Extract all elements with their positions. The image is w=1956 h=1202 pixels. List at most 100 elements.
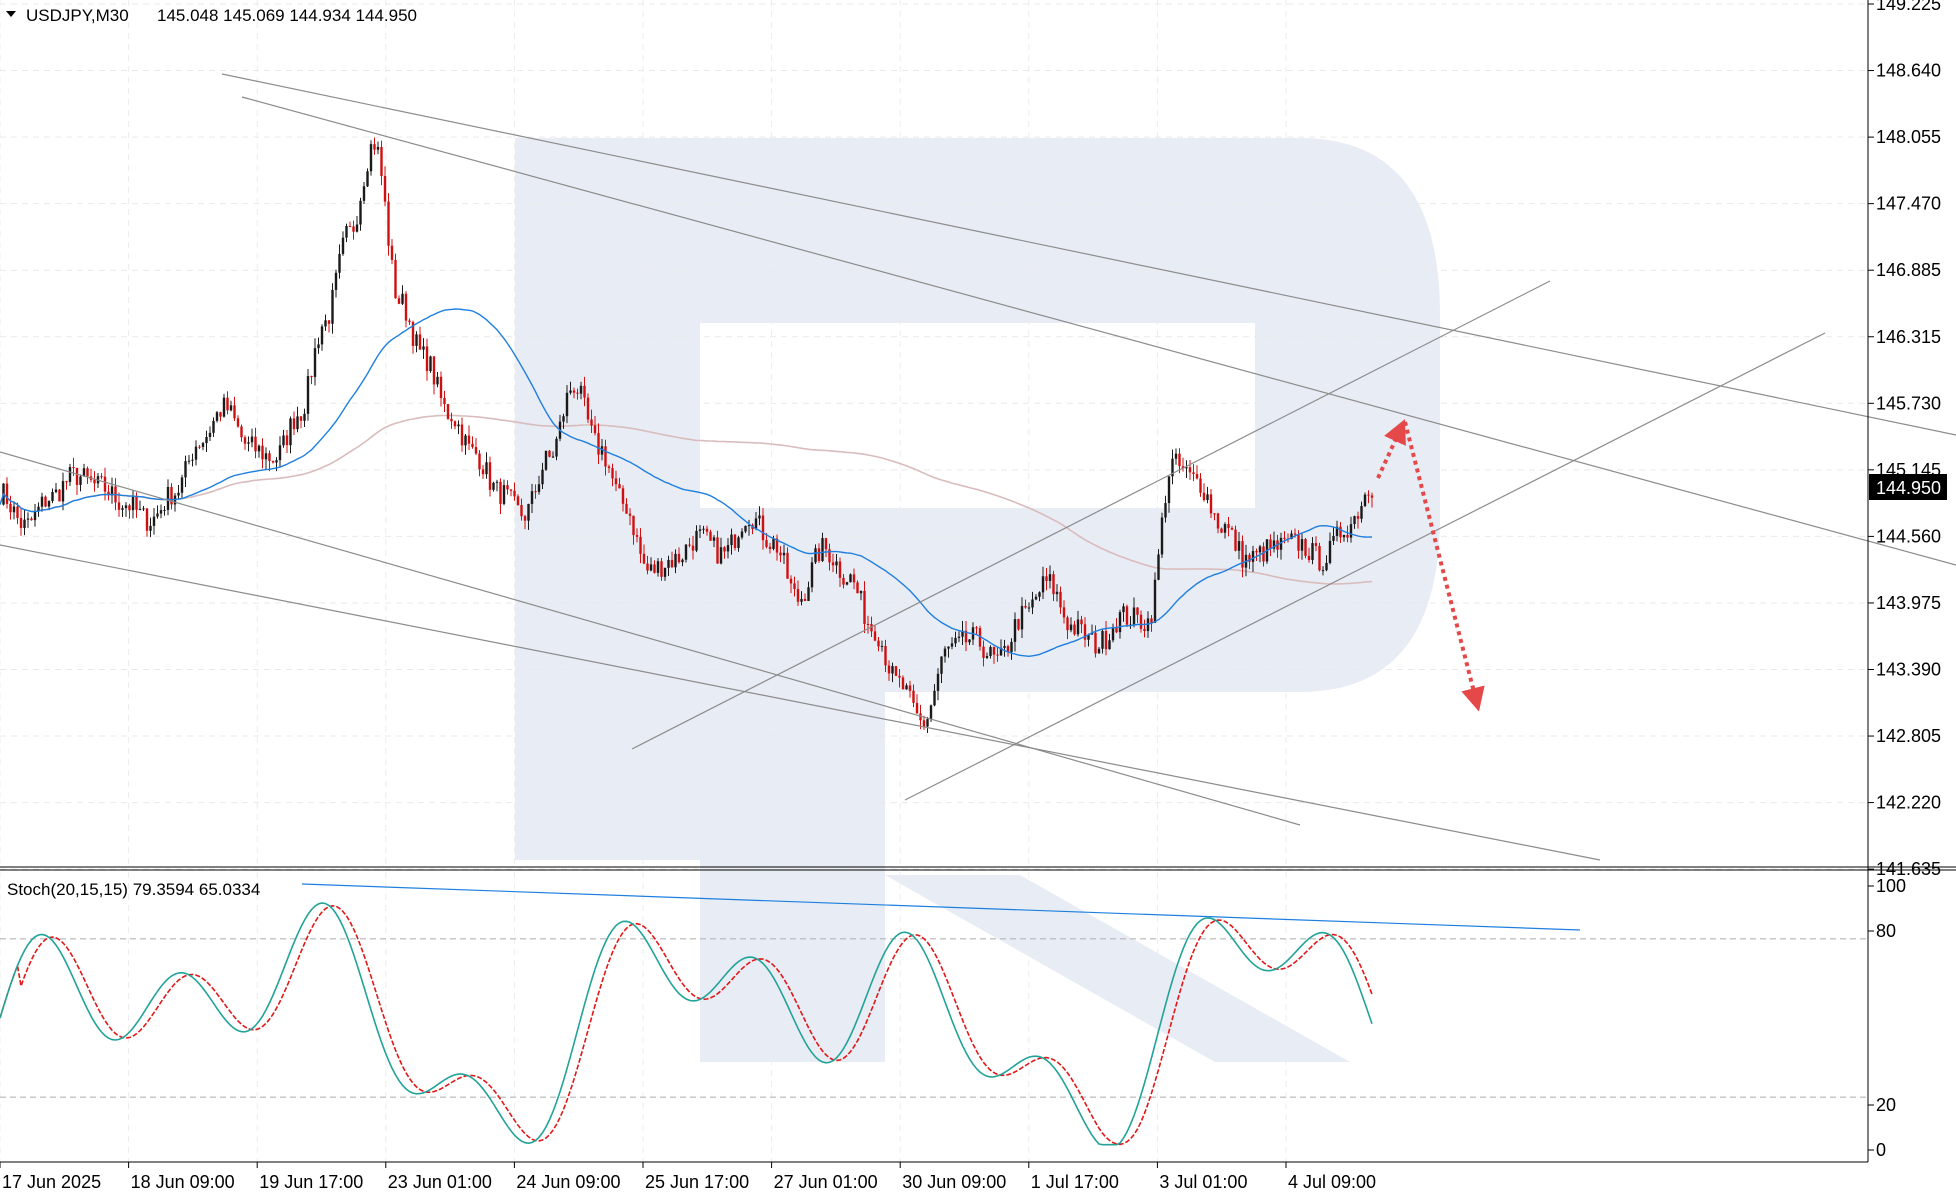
dropdown-triangle-icon[interactable]: [6, 11, 16, 17]
candle-body: [835, 561, 838, 566]
candle-body: [488, 462, 492, 490]
candle-body: [117, 502, 121, 510]
chart-frame: [0, 0, 1956, 1163]
candle-body: [1122, 606, 1125, 613]
candle-body: [961, 630, 964, 637]
candle-body: [1052, 574, 1055, 595]
candle-body: [1227, 524, 1230, 528]
candle-body: [310, 376, 313, 378]
candle-body: [471, 443, 474, 448]
candle-body: [1003, 646, 1006, 648]
candle-body: [453, 421, 457, 427]
candle-body: [1048, 574, 1052, 581]
candle-body: [779, 552, 782, 556]
candle-body: [303, 413, 306, 421]
candle-body: [149, 525, 152, 531]
candle-body: [1115, 627, 1118, 633]
candle-body: [509, 489, 513, 491]
candle-body: [912, 690, 915, 703]
candle-body: [1024, 605, 1027, 608]
candle-body: [432, 356, 436, 385]
candle-body: [614, 478, 618, 485]
candle-body: [989, 647, 992, 657]
candle-body: [383, 176, 387, 202]
candle-body: [72, 467, 75, 469]
stochastic-label: Stoch(20,15,15) 79.3594 65.0334: [7, 880, 260, 899]
candle-body: [135, 496, 138, 510]
time-tick-label: 1 Jul 17:00: [1031, 1172, 1119, 1192]
watermark-shape: [515, 138, 1440, 1062]
candle-body: [740, 531, 744, 538]
candle-body: [1290, 533, 1293, 539]
stoch-tick-label: 100: [1876, 876, 1906, 896]
candle-body: [642, 553, 646, 564]
candle-body: [460, 424, 464, 446]
candle-body: [65, 481, 68, 483]
candle-body: [124, 505, 128, 509]
candle-body: [695, 530, 698, 551]
candle-body: [492, 482, 495, 490]
candle-body: [628, 513, 632, 516]
candle-body: [845, 582, 849, 585]
time-tick-label: 17 Jun 2025: [2, 1172, 101, 1192]
current-price-label: 144.950: [1876, 478, 1941, 498]
candle-body: [240, 426, 243, 438]
symbol-label: USDJPY,M30: [26, 6, 129, 25]
candle-body: [950, 643, 954, 647]
candle-body: [226, 397, 229, 411]
candle-body: [93, 479, 96, 484]
candle-body: [880, 645, 884, 647]
candle-body: [163, 509, 166, 511]
candle-body: [320, 326, 324, 345]
candle-body: [915, 702, 919, 714]
candle-body: [954, 637, 957, 644]
candle-body: [908, 685, 912, 691]
candle-body: [660, 561, 663, 577]
candle-body: [1181, 466, 1185, 469]
candle-body: [1164, 503, 1167, 518]
moving-average-slow: [0, 414, 1373, 585]
candle-body: [919, 713, 922, 721]
candle-body: [1062, 607, 1066, 618]
candle-body: [1339, 526, 1342, 538]
candle-body: [712, 537, 716, 541]
candle-body: [1237, 541, 1241, 551]
candle-body: [180, 477, 184, 493]
candle-body: [1171, 458, 1174, 477]
candle-body: [1293, 533, 1297, 535]
time-tick-label: 23 Jun 01:00: [388, 1172, 492, 1192]
candle-body: [1013, 619, 1017, 642]
candle-body: [744, 525, 747, 532]
candle-body: [884, 645, 887, 666]
candle-body: [131, 496, 135, 511]
candle-body: [439, 376, 443, 399]
candle-body: [40, 496, 44, 507]
candle-body: [485, 462, 488, 475]
candle-body: [842, 577, 845, 585]
candle-body: [1157, 554, 1160, 580]
candle-body: [219, 412, 222, 417]
candle-body: [446, 404, 450, 419]
candle-body: [26, 518, 30, 520]
candle-body: [1041, 576, 1045, 593]
candle-body: [422, 346, 425, 350]
forecast-arrows: [1376, 419, 1485, 712]
candle-body: [1269, 539, 1272, 549]
candle-body: [268, 453, 271, 461]
candle-body: [327, 320, 331, 324]
candle-body: [523, 516, 527, 521]
candle-body: [1031, 599, 1034, 608]
candle-body: [555, 438, 558, 457]
candle-body: [996, 654, 999, 656]
candle-body: [138, 509, 142, 511]
candle-body: [786, 552, 789, 579]
candle-body: [530, 491, 534, 504]
candle-body: [1192, 472, 1195, 475]
price-tick-label: 149.225: [1876, 0, 1941, 14]
candle-body: [1066, 617, 1069, 631]
candle-body: [831, 562, 835, 566]
candle-body: [1258, 546, 1262, 553]
candle-body: [397, 298, 401, 304]
candle-body: [838, 561, 842, 578]
price-tick-label: 144.560: [1876, 526, 1941, 546]
